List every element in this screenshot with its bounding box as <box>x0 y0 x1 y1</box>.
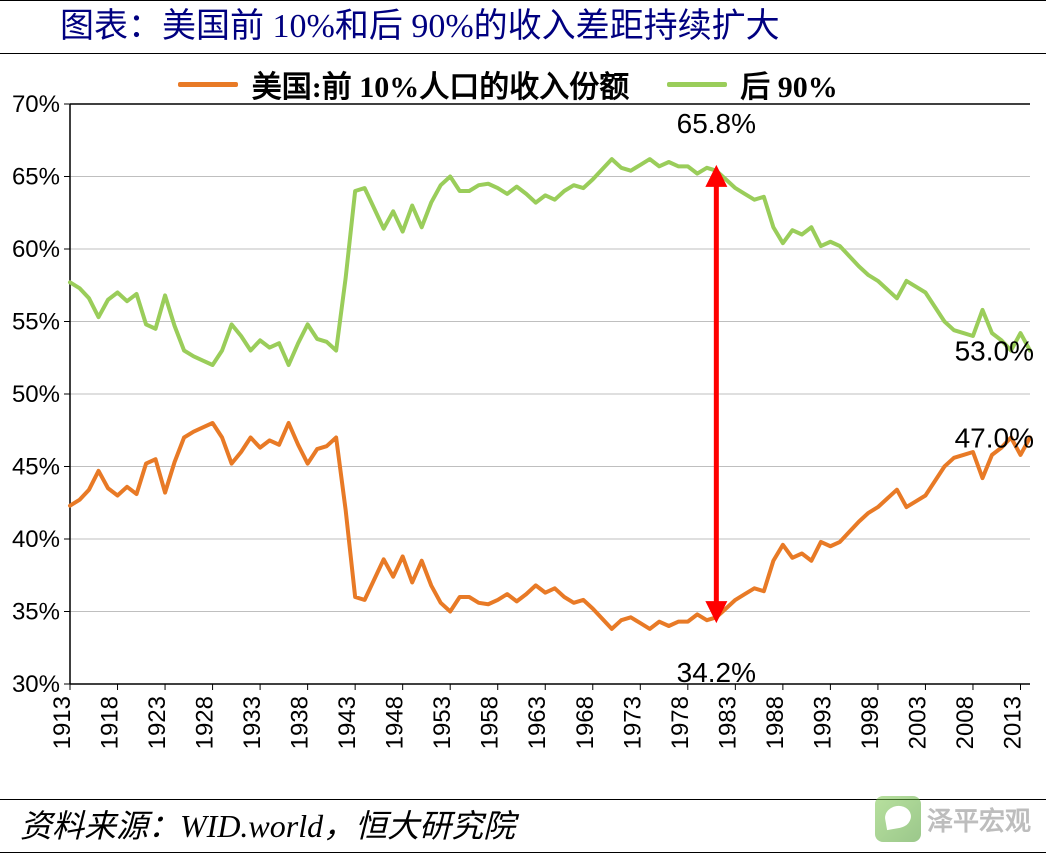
svg-text:1993: 1993 <box>809 696 836 749</box>
svg-text:1948: 1948 <box>382 696 409 749</box>
svg-text:47.0%: 47.0% <box>955 423 1034 454</box>
watermark-text: 泽平宏观 <box>927 801 1031 838</box>
svg-text:1918: 1918 <box>97 696 124 749</box>
svg-text:35%: 35% <box>12 599 60 626</box>
svg-text:60%: 60% <box>12 236 60 263</box>
svg-text:70%: 70% <box>12 91 60 118</box>
svg-text:1958: 1958 <box>477 696 504 749</box>
svg-text:55%: 55% <box>12 309 60 336</box>
watermark: 泽平宏观 <box>875 796 1031 842</box>
wechat-icon <box>875 796 921 842</box>
svg-text:1968: 1968 <box>572 696 599 749</box>
chart-svg: 30% 35% 40% 45% 50% 55% 60% 65% 70% 1913 1918 1923 1… <box>0 54 1046 799</box>
svg-text:1998: 1998 <box>857 696 884 749</box>
svg-text:2003: 2003 <box>904 696 931 749</box>
svg-text:1933: 1933 <box>239 696 266 749</box>
svg-text:1983: 1983 <box>714 696 741 749</box>
svg-text:2008: 2008 <box>952 696 979 749</box>
svg-text:1973: 1973 <box>619 696 646 749</box>
svg-text:1928: 1928 <box>192 696 219 749</box>
svg-text:40%: 40% <box>12 526 60 553</box>
chart-title: 图表：美国前 10%和后 90%的收入差距持续扩大 <box>0 0 1046 54</box>
svg-text:65.8%: 65.8% <box>677 108 756 139</box>
svg-text:1953: 1953 <box>429 696 456 749</box>
svg-text:65%: 65% <box>12 164 60 191</box>
svg-text:45%: 45% <box>12 454 60 481</box>
svg-text:1988: 1988 <box>762 696 789 749</box>
svg-text:1978: 1978 <box>667 696 694 749</box>
svg-text:53.0%: 53.0% <box>955 336 1034 367</box>
svg-text:30%: 30% <box>12 671 60 698</box>
chart-figure: 图表：美国前 10%和后 90%的收入差距持续扩大 美国:前 10%人口的收入份… <box>0 0 1046 860</box>
svg-text:1963: 1963 <box>524 696 551 749</box>
svg-text:34.2%: 34.2% <box>677 657 756 688</box>
svg-text:1938: 1938 <box>287 696 314 749</box>
chart-plot-area: 30% 35% 40% 45% 50% 55% 60% 65% 70% 1913 1918 1923 1… <box>0 54 1046 799</box>
svg-text:50%: 50% <box>12 381 60 408</box>
svg-text:1943: 1943 <box>334 696 361 749</box>
svg-text:1923: 1923 <box>144 696 171 749</box>
svg-text:2013: 2013 <box>999 696 1026 749</box>
svg-text:1913: 1913 <box>49 696 76 749</box>
